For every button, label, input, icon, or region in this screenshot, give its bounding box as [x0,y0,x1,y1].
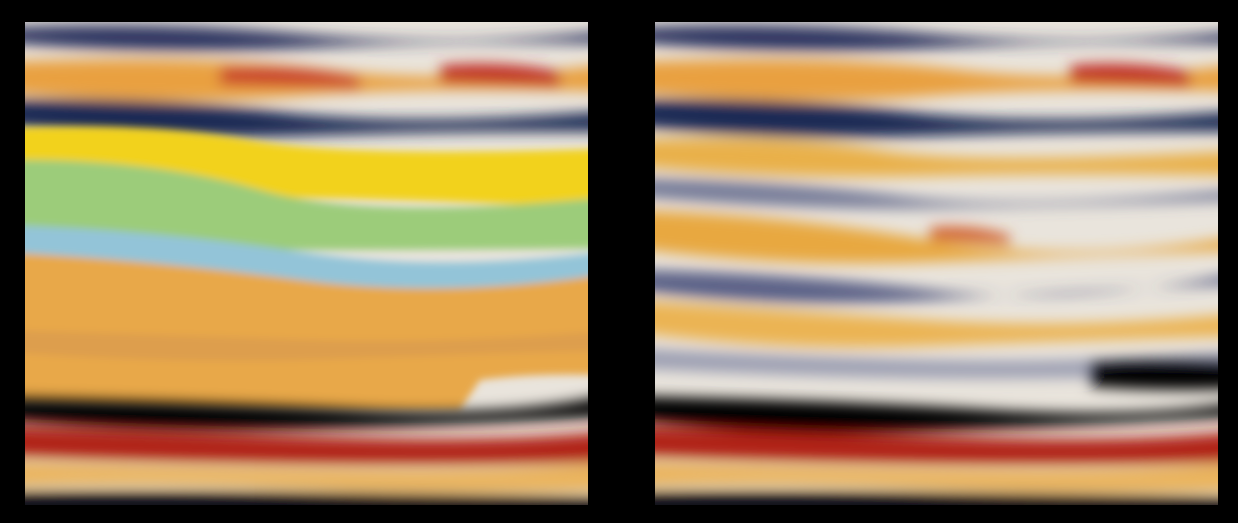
seismic-figure [0,0,1238,523]
seismic-section-right [630,22,1238,520]
page [0,0,1238,523]
seismic-section-left [0,22,620,520]
